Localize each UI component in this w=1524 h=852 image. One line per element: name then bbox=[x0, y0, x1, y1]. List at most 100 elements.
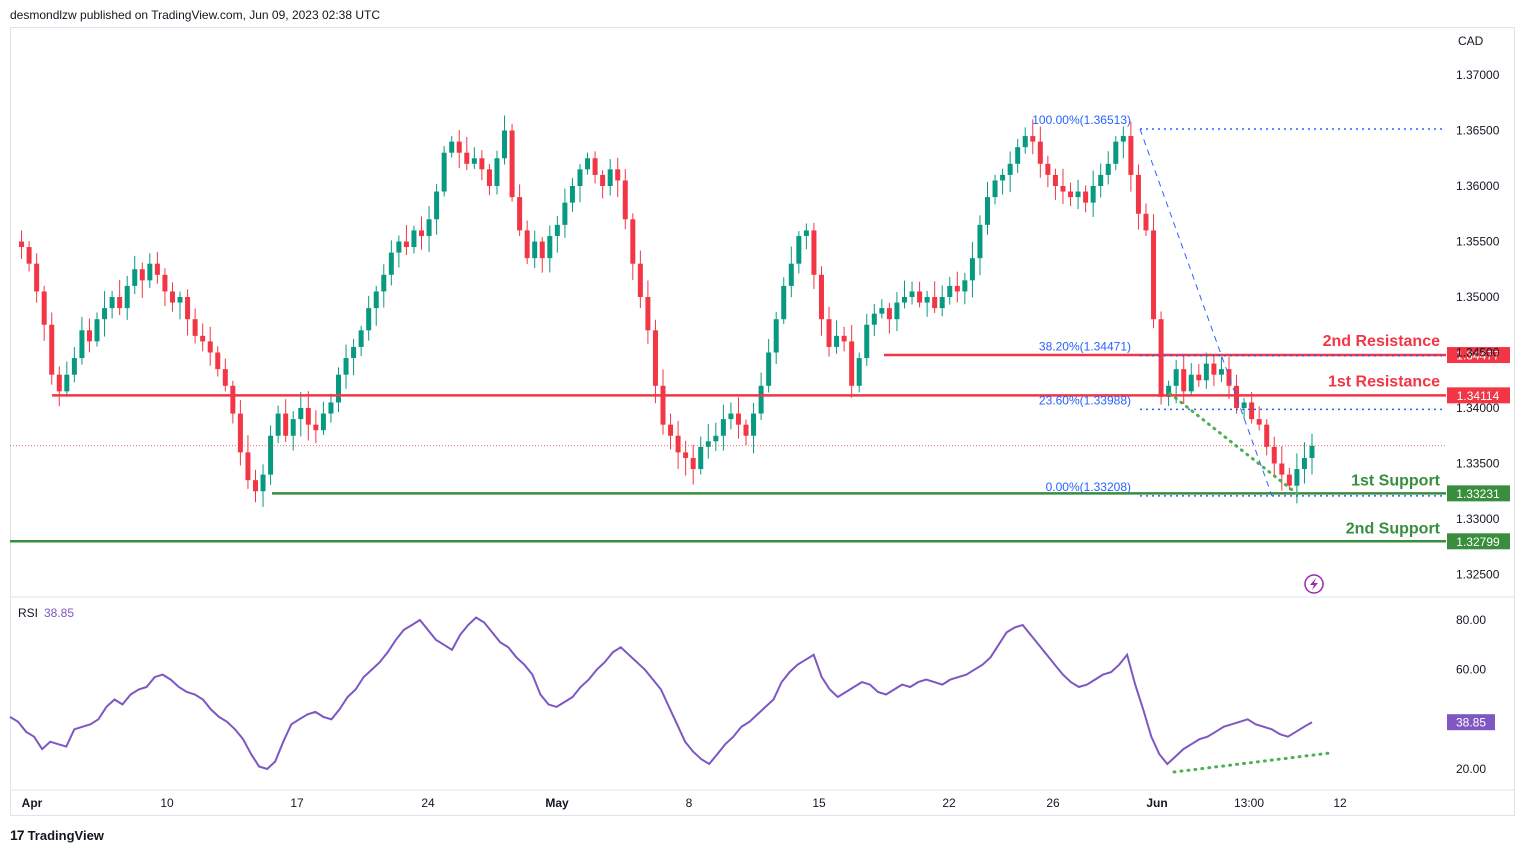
level-label-s1: 1st Support bbox=[1351, 472, 1441, 489]
candle-body bbox=[441, 152, 447, 192]
candle-body bbox=[343, 358, 349, 375]
rsi-label: RSI bbox=[18, 606, 38, 620]
candle-body bbox=[1135, 174, 1141, 214]
candle-body bbox=[479, 158, 485, 170]
candle-body bbox=[1286, 474, 1292, 486]
candle-body bbox=[698, 446, 704, 470]
candle-body bbox=[19, 241, 25, 248]
candle-body bbox=[1037, 141, 1043, 164]
level-price-tag-text-r1: 1.34114 bbox=[1457, 389, 1500, 403]
candle-body bbox=[237, 413, 243, 453]
candle-body bbox=[1166, 385, 1172, 397]
candle-body bbox=[713, 435, 719, 442]
candle-body bbox=[947, 285, 953, 297]
level-label-r1: 1st Resistance bbox=[1328, 373, 1440, 390]
candle-body bbox=[585, 158, 591, 170]
price-tick-label: 1.34500 bbox=[1456, 346, 1500, 360]
candle-body bbox=[1294, 469, 1300, 486]
candle-body bbox=[1143, 213, 1149, 231]
candle-body bbox=[743, 424, 749, 436]
candle-body bbox=[841, 335, 847, 342]
candle-body bbox=[834, 335, 840, 347]
candle-body bbox=[826, 319, 832, 347]
candle-body bbox=[336, 374, 341, 403]
rsi-tick-label: 80.00 bbox=[1456, 613, 1486, 627]
candle-body bbox=[290, 419, 296, 436]
candle-body bbox=[607, 169, 613, 186]
candle-body bbox=[781, 285, 787, 320]
price-tick-label: 1.32500 bbox=[1456, 568, 1500, 582]
candle-body bbox=[1173, 369, 1179, 386]
candle-body bbox=[1060, 186, 1066, 192]
candle-body bbox=[252, 480, 258, 492]
candle-body bbox=[1113, 141, 1119, 164]
candle-body bbox=[502, 130, 508, 159]
candle-body bbox=[1271, 446, 1277, 464]
candle-body bbox=[1249, 402, 1255, 420]
candle-body bbox=[41, 291, 47, 325]
candle-body bbox=[547, 235, 553, 259]
candle-body bbox=[1090, 186, 1096, 203]
candle-body bbox=[796, 235, 802, 264]
candle-body bbox=[1045, 163, 1051, 175]
price-divergence-line[interactable] bbox=[1168, 392, 1300, 497]
candle-body bbox=[260, 474, 266, 492]
rsi-layer: 38.85 bbox=[9, 616, 1495, 774]
candle-body bbox=[200, 335, 206, 342]
candle-body bbox=[539, 241, 545, 259]
candle-body bbox=[1264, 424, 1270, 447]
candle-body bbox=[1309, 445, 1315, 458]
candle-body bbox=[1015, 147, 1021, 164]
fib-trend-line[interactable] bbox=[1139, 128, 1273, 497]
fib-layer: 100.00%(1.36513) 38.20%(1.34471) 23.60%(1.… bbox=[1032, 113, 1446, 497]
level-price-tag-r1 bbox=[1447, 387, 1510, 404]
alert-bolt-icon[interactable] bbox=[1304, 574, 1324, 594]
footer-brand[interactable]: 17 TradingView bbox=[10, 827, 104, 843]
rsi-tick-label: 60.00 bbox=[1456, 663, 1486, 677]
candle-body bbox=[886, 308, 892, 320]
level-price-tag-s2 bbox=[1447, 533, 1510, 550]
candle-body bbox=[1030, 136, 1036, 142]
candle-body bbox=[622, 180, 628, 220]
candle-body bbox=[328, 402, 334, 414]
candle-body bbox=[554, 224, 560, 236]
candle-body bbox=[1301, 457, 1307, 470]
price-tick-label: 1.33000 bbox=[1456, 512, 1500, 526]
level-label-r2: 2nd Resistance bbox=[1323, 333, 1440, 350]
rsi-divergence-line[interactable] bbox=[1172, 751, 1332, 774]
candle-body bbox=[456, 141, 462, 153]
candle-body bbox=[901, 297, 907, 303]
candle-body bbox=[147, 263, 153, 281]
rsi-line[interactable] bbox=[9, 616, 1313, 771]
candle-body bbox=[49, 324, 55, 375]
candle-body bbox=[1234, 385, 1240, 408]
fib-level-label: 23.60%(1.33988) bbox=[1039, 393, 1131, 407]
time-axis-label: Apr bbox=[22, 796, 43, 810]
candle-body bbox=[592, 158, 598, 175]
fib-level-label: 100.00%(1.36513) bbox=[1032, 113, 1131, 127]
candle-body bbox=[320, 413, 326, 431]
rsi-value-tag-text: 38.85 bbox=[1456, 716, 1486, 730]
candle-body bbox=[1256, 419, 1262, 425]
candle-body bbox=[1181, 369, 1187, 392]
candle-body bbox=[71, 358, 77, 375]
candle-body bbox=[728, 413, 734, 420]
level-price-tag-text-s1: 1.33231 bbox=[1456, 487, 1500, 501]
candle-body bbox=[1203, 363, 1209, 381]
candle-body bbox=[532, 241, 538, 259]
candle-body bbox=[366, 308, 372, 331]
candle-body bbox=[132, 269, 138, 286]
candle-body bbox=[645, 297, 651, 331]
time-axis-label: 17 bbox=[290, 796, 304, 810]
candle-body bbox=[1083, 191, 1089, 203]
candle-body bbox=[1226, 369, 1232, 386]
candle-body bbox=[660, 385, 666, 425]
candle-body bbox=[1151, 230, 1157, 320]
candle-body bbox=[419, 230, 425, 236]
candle-body bbox=[79, 330, 85, 359]
rsi-value-label: 38.85 bbox=[44, 606, 74, 620]
candle-body bbox=[34, 263, 40, 292]
candle-body bbox=[139, 269, 145, 281]
candle-body bbox=[434, 191, 440, 220]
